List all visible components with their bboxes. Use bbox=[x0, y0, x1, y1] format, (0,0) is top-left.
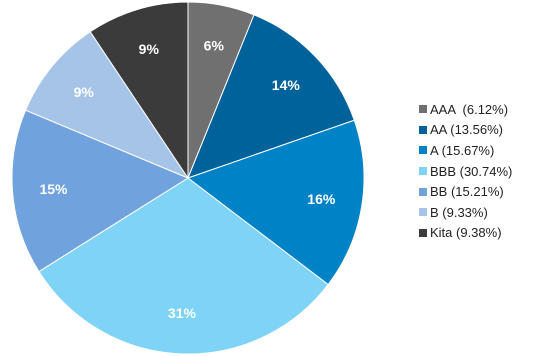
pie-slice-bbb bbox=[38, 177, 329, 355]
legend-swatch bbox=[419, 187, 427, 196]
pie-slice-kita bbox=[89, 1, 189, 180]
slice-label-bb: 15% bbox=[39, 181, 68, 197]
pie-slice-b bbox=[24, 30, 190, 180]
legend-item-kita: Kita (9.38%) bbox=[419, 223, 512, 244]
legend-swatch bbox=[419, 208, 427, 217]
legend-swatch bbox=[419, 125, 427, 134]
legend-label: AAA (6.12%) bbox=[430, 101, 509, 117]
pie-slice-aa bbox=[187, 14, 355, 179]
slice-label-b: 9% bbox=[74, 84, 95, 100]
legend-item-bbb: BBB (30.74%) bbox=[419, 161, 512, 182]
legend-item-b: B (9.33%) bbox=[419, 202, 512, 223]
legend-swatch bbox=[419, 146, 427, 155]
legend-swatch bbox=[419, 167, 427, 176]
legend-label: BBB (30.74%) bbox=[430, 163, 513, 179]
legend-item-aa: AA (13.56%) bbox=[419, 120, 512, 141]
pie-slices bbox=[11, 1, 365, 355]
slice-label-aaa: 6% bbox=[204, 37, 225, 53]
slice-label-a: 16% bbox=[307, 191, 336, 207]
legend-label: A (15.67%) bbox=[430, 142, 495, 158]
pie-slice-labels: 6% 14% 16% 31% 15% 9% 9% bbox=[39, 37, 335, 320]
pie-slice-a bbox=[186, 119, 365, 286]
chart-legend: AAA (6.12%) AA (13.56%) A (15.67%) BBB (30.… bbox=[419, 99, 512, 243]
legend-label: AA (13.56%) bbox=[430, 122, 503, 138]
legend-item-aaa: AAA (6.12%) bbox=[419, 99, 512, 120]
legend-label: B (9.33%) bbox=[430, 204, 488, 220]
legend-item-bb: BB (15.21%) bbox=[419, 181, 512, 202]
slice-label-bbb: 31% bbox=[168, 305, 197, 321]
slice-label-kita: 9% bbox=[139, 41, 160, 57]
slice-label-aa: 14% bbox=[272, 77, 301, 93]
legend-item-a: A (15.67%) bbox=[419, 140, 512, 161]
legend-label: BB (15.21%) bbox=[430, 184, 504, 200]
legend-swatch bbox=[419, 228, 427, 237]
legend-swatch bbox=[419, 105, 427, 114]
legend-label: Kita (9.38%) bbox=[430, 225, 502, 241]
pie-slice-bb bbox=[11, 109, 190, 273]
